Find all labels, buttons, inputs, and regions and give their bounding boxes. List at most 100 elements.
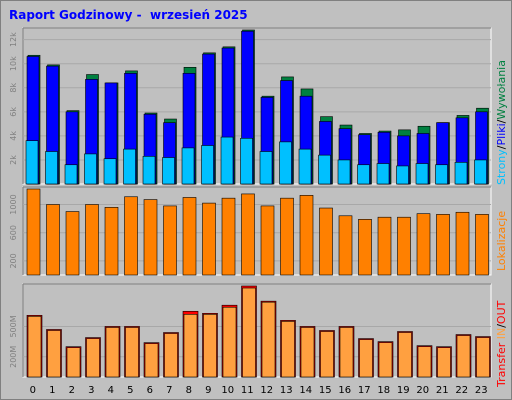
bar-pages-1 [45,151,58,185]
x-tick-label-6: 6 [147,385,153,396]
bar-out-21 [437,347,451,378]
y-tick-label-1-0: 200 [9,253,18,268]
bar-pages-7 [162,157,175,185]
bar-pages-9 [201,145,214,185]
bar-sites-4 [104,207,119,276]
bar-out-9 [203,314,217,378]
bar-pages-22 [454,162,468,185]
x-tick-label-9: 9 [205,385,211,396]
bar-sites-22 [455,211,470,276]
legend-sites: Lokalizacje [495,210,508,271]
bar-out-14 [300,327,315,378]
x-tick-label-7: 7 [166,385,172,396]
bar-out-23 [476,337,490,378]
bar-pages-13 [279,141,292,185]
x-tick-label-4: 4 [108,385,114,396]
bar-out-16 [339,327,354,378]
bar-out-4 [105,327,120,378]
bar-sites-14 [299,195,314,276]
bar-sites-12 [260,205,275,276]
x-tick-label-0: 0 [30,385,36,396]
x-tick-label-1: 1 [49,385,55,396]
bar-pages-17 [357,164,370,185]
legend-in: IN [495,327,508,340]
y-tick-label-2-1: 500M [9,315,18,337]
legend-out: OUT [495,300,508,325]
x-tick-label-20: 20 [416,385,429,396]
bar-pages-10 [220,136,234,185]
plot-area-1 [22,186,492,276]
x-tick-label-8: 8 [186,385,192,396]
x-tick-label-12: 12 [260,385,273,396]
bar-pages-21 [435,164,448,185]
x-tick-label-5: 5 [127,385,133,396]
legend-pages: Strony [495,149,508,185]
bar-sites-13 [280,197,294,276]
plot-area-2 [22,283,492,378]
x-tick-label-18: 18 [377,385,390,396]
bar-out-12 [261,301,276,378]
x-tick-label-17: 17 [358,385,371,396]
bottom-legend: Transfer IN/OUT [495,301,508,387]
x-tick-label-10: 10 [221,385,234,396]
y-tick-label-1-2: 1000 [9,194,18,214]
bar-pages-14 [298,148,312,185]
bar-sites-2 [65,211,80,276]
x-tick-label-19: 19 [397,385,410,396]
x-tick-label-22: 22 [455,385,468,396]
bar-sites-18 [377,216,392,276]
y-tick-label-0-1: 4k [9,131,18,141]
bar-out-17 [359,339,373,378]
bar-sites-23 [475,214,489,276]
y-tick-label-2-0: 200M [9,346,18,368]
bar-out-11 [242,287,256,378]
bar-out-8 [183,314,198,378]
y-tick-label-1-1: 600 [9,225,18,240]
bar-out-1 [47,330,61,378]
bar-pages-15 [318,154,331,185]
bar-out-5 [125,327,139,378]
bar-pages-5 [123,148,136,185]
x-tick-label-14: 14 [299,385,312,396]
legend-hits: Wywołania [495,60,508,120]
bar-sites-9 [202,202,216,276]
bar-out-15 [320,331,334,378]
x-tick-label-3: 3 [88,385,94,396]
x-tick-label-16: 16 [338,385,351,396]
y-tick-label-0-4: 10k [9,56,18,71]
bar-out-7 [164,333,178,378]
bar-out-3 [86,338,100,378]
bar-pages-0 [25,140,39,185]
bar-out-18 [378,342,393,378]
bar-pages-12 [259,151,273,185]
bar-pages-23 [474,159,487,185]
bar-sites-8 [182,197,197,276]
legend-transfer: Transfer [495,342,508,387]
bar-sites-11 [241,193,255,276]
bar-pages-4 [103,158,117,185]
bar-sites-15 [319,207,333,276]
bar-out-20 [417,346,432,378]
top-legend: Strony/Pliki/Wywołania [495,60,508,185]
bar-pages-18 [376,163,390,185]
bar-pages-20 [415,163,429,185]
bar-sites-3 [85,204,99,276]
bar-pages-16 [337,159,351,185]
x-tick-label-15: 15 [319,385,332,396]
bar-sites-5 [124,196,138,276]
y-tick-label-0-5: 12k [9,32,18,47]
bar-pages-6 [142,156,156,185]
y-tick-label-0-3: 8k [9,83,18,93]
bar-out-13 [281,321,295,378]
x-tick-label-13: 13 [280,385,293,396]
bar-sites-16 [338,215,353,276]
bar-sites-20 [416,213,431,276]
bar-pages-19 [396,165,409,185]
legend-sep: / [495,324,508,328]
legend-files: Pliki [495,123,508,146]
x-tick-label-23: 23 [475,385,488,396]
bar-sites-1 [46,204,60,276]
bar-sites-6 [143,199,158,276]
